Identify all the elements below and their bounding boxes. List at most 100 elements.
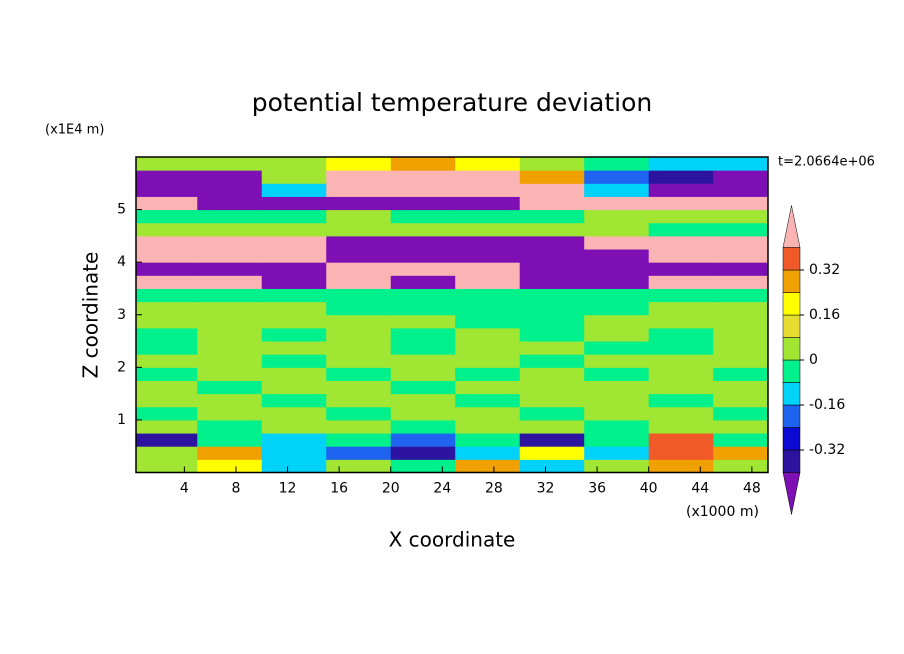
contour-cell	[648, 301, 714, 316]
contour-cell	[326, 275, 392, 289]
contour-cell	[326, 262, 392, 276]
x-tick-label: 24	[433, 481, 451, 497]
contour-cell	[197, 196, 263, 211]
contour-cell	[455, 157, 521, 171]
contour-cell	[455, 406, 521, 421]
contour-cell	[136, 341, 198, 355]
contour-cell	[584, 288, 650, 303]
contour-cell	[390, 275, 456, 289]
contour-cell	[326, 170, 392, 184]
time-label: t=2.0664e+06	[778, 155, 875, 170]
contour-cell	[455, 275, 521, 289]
contour-cell	[519, 341, 585, 355]
contour-cell	[136, 209, 198, 224]
contour-cell	[197, 406, 263, 421]
contour-cell	[584, 249, 650, 263]
contour-cell	[713, 433, 768, 447]
contour-cell	[136, 314, 198, 329]
contour-cell	[261, 314, 327, 329]
contour-cell	[136, 446, 198, 460]
contour-cell	[136, 235, 198, 250]
x-tick-label: 20	[382, 481, 400, 497]
contour-cell	[584, 406, 650, 421]
contour-cell	[136, 222, 198, 237]
contour-cell	[136, 196, 198, 211]
contour-cell	[455, 314, 521, 329]
x-tick-label: 32	[537, 481, 555, 497]
contour-cell	[713, 222, 768, 237]
chart-title: potential temperature deviation	[252, 88, 652, 117]
contour-cell	[713, 301, 768, 316]
contour-cell	[519, 419, 585, 434]
x-axis-label: X coordinate	[389, 528, 516, 552]
contour-cell	[197, 209, 263, 224]
contour-cell	[648, 235, 714, 250]
contour-cell	[648, 459, 714, 473]
contour-cell	[519, 235, 585, 250]
contour-cell	[261, 196, 327, 211]
contour-cell	[136, 459, 198, 473]
x-tick-label: 8	[231, 481, 240, 497]
contour-cell	[326, 393, 392, 408]
contour-cell	[197, 170, 263, 184]
contour-cell	[648, 249, 714, 263]
contour-cell	[136, 367, 198, 381]
contour-cell	[648, 446, 714, 460]
contour-cell	[519, 249, 585, 263]
contour-cell	[713, 288, 768, 303]
contour-cell	[713, 209, 768, 224]
y-tick-label: 2	[117, 359, 126, 375]
contour-cell	[390, 262, 456, 276]
contour-cell	[519, 380, 585, 395]
y-tick-label: 3	[117, 307, 126, 323]
contour-cell	[584, 380, 650, 395]
contour-cell	[390, 314, 456, 329]
contour-cell	[261, 367, 327, 381]
colorbar-tick-label: 0.32	[809, 262, 840, 278]
contour-cell	[136, 380, 198, 395]
contour-field	[136, 157, 768, 473]
contour-cell	[455, 262, 521, 276]
x-tick-label: 12	[279, 481, 297, 497]
contour-cell	[197, 380, 263, 395]
contour-cell	[136, 262, 198, 276]
contour-cell	[519, 327, 585, 342]
contour-cell	[136, 354, 198, 368]
contour-cell	[584, 209, 650, 224]
contour-cell	[136, 419, 198, 434]
colorbar-extension-high	[782, 205, 801, 248]
contour-cell	[326, 196, 392, 211]
contour-cell	[326, 157, 392, 171]
contour-cell	[261, 222, 327, 237]
contour-cell	[326, 459, 392, 473]
contour-cell	[713, 327, 768, 342]
contour-cell	[455, 249, 521, 263]
contour-cell	[584, 433, 650, 447]
contour-cell	[136, 406, 198, 421]
y-tick-label: 5	[117, 202, 126, 218]
contour-cell	[584, 183, 650, 197]
contour-cell	[648, 209, 714, 224]
contour-cell	[197, 419, 263, 434]
contour-cell	[326, 367, 392, 381]
contour-cell	[455, 380, 521, 395]
x-tick-label: 48	[743, 481, 761, 497]
contour-cell	[326, 209, 392, 224]
contour-cell	[390, 354, 456, 368]
contour-cell	[455, 393, 521, 408]
contour-cell	[584, 196, 650, 211]
contour-cell	[584, 222, 650, 237]
contour-cell	[648, 170, 714, 184]
contour-cell	[713, 262, 768, 276]
contour-cell	[261, 380, 327, 395]
contour-cell	[648, 341, 714, 355]
colorbar-segment	[782, 404, 801, 428]
contour-cell	[648, 354, 714, 368]
contour-cell	[519, 406, 585, 421]
colorbar-tick-label: 0	[809, 352, 818, 368]
contour-cell	[197, 157, 263, 171]
contour-cell	[713, 406, 768, 421]
contour-cell	[136, 301, 198, 316]
contour-cell	[519, 301, 585, 316]
